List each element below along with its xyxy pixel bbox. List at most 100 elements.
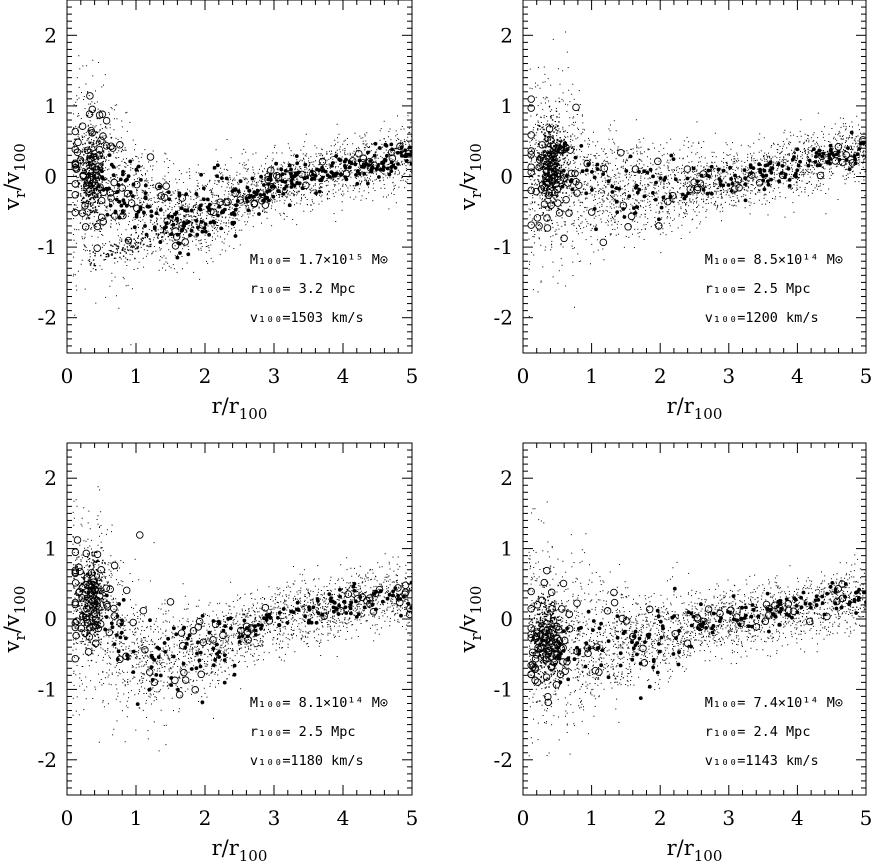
scatter-points [71,55,412,346]
galaxy-filled-point [374,590,378,594]
galaxy-open-circle [127,199,136,207]
galaxy-filled-point [271,194,276,199]
galaxy-filled-point [764,173,769,178]
galaxy-open-circle [627,212,636,221]
galaxy-filled-point [653,197,658,202]
galaxy-filled-point [186,220,191,224]
galaxy-open-circle [171,242,180,250]
central-clump [73,547,110,673]
annotation-mass: M₁₀₀= 7.4×10¹⁴ M⊙ [705,695,843,711]
galaxy-filled-point [143,224,147,228]
galaxy-open-circle [538,596,546,605]
galaxy-filled-point [817,148,822,153]
galaxy-filled-point [317,189,322,194]
galaxy-filled-point [387,172,392,177]
galaxy-open-circle [71,600,80,609]
y-tick-label: -2 [494,748,513,772]
galaxy-filled-point [114,197,119,202]
galaxy-filled-point [630,657,635,662]
x-tick-label: 3 [268,364,281,388]
galaxy-open-circle [683,639,692,647]
galaxy-open-circle [765,605,773,613]
galaxy-filled-point [385,596,390,601]
galaxy-open-circle [91,181,99,189]
galaxy-filled-point [633,185,638,190]
galaxy-filled-point [691,166,696,171]
galaxy-filled-point [242,618,247,623]
galaxy-open-circle [94,624,102,633]
galaxy-filled-point [617,187,622,191]
galaxy-filled-point [289,185,294,189]
galaxy-filled-point [645,170,650,175]
galaxy-open-circle [599,238,608,247]
galaxy-filled-point [186,636,190,641]
galaxy-open-circle [546,150,555,158]
galaxy-filled-point [654,180,658,185]
galaxy-open-circle [549,616,558,625]
galaxy-filled-point [765,163,770,167]
galaxy-open-circle [859,136,866,144]
galaxy-filled-point [344,611,349,615]
x-tick-label: 5 [860,364,871,388]
galaxy-open-circle [583,159,591,168]
galaxy-open-circle [97,136,105,145]
galaxy-filled-point [198,203,203,208]
galaxy-open-circle [553,172,562,181]
galaxy-open-circle [559,658,567,666]
galaxy-filled-point [830,581,835,585]
galaxy-open-circle [555,636,564,645]
galaxy-filled-point [111,173,116,178]
galaxy-open-circle [157,192,165,200]
galaxy-filled-point [814,603,819,608]
galaxy-filled-point [197,658,202,663]
galaxy-filled-point [121,169,125,174]
galaxy-open-circle [75,588,83,597]
galaxy-filled-point [795,168,800,173]
galaxy-filled-point [194,666,199,671]
galaxy-filled-point [189,228,194,233]
galaxy-filled-point [195,651,199,656]
galaxy-open-circle [542,673,551,681]
galaxy-open-circle [565,625,574,633]
galaxy-filled-point [635,190,640,195]
galaxy-open-circle [122,586,131,595]
galaxy-open-circle [734,176,743,184]
galaxy-open-circle [394,584,402,592]
galaxy-open-circle [274,173,283,182]
galaxy-filled-point [266,177,271,182]
scatter-points [71,486,412,752]
galaxy-open-circle [71,208,80,217]
y-tick-label: 2 [44,466,57,490]
x-axis-label: r/r100 [212,394,268,423]
galaxy-open-circle [76,567,84,576]
galaxy-filled-point [615,199,619,204]
galaxy-open-circle [102,116,111,125]
galaxy-open-circle [105,628,114,637]
x-tick-label: 0 [61,806,74,830]
galaxy-open-circle [79,172,88,180]
panel-top-right: 0 1 2 3 4 5 2 1 0 -1 -2 r/r100 vr/v100 M₁₀₀= 8.5×10¹⁴… [456,0,871,423]
galaxy-filled-point [642,194,647,199]
galaxy-filled-point [742,616,747,620]
galaxy-open-circle [320,612,328,620]
galaxy-open-circle [110,612,119,620]
galaxy-filled-point [606,179,611,184]
galaxy-open-circle [75,563,83,572]
galaxy-filled-point [212,220,217,225]
galaxy-filled-point [372,153,377,158]
galaxy-filled-point [214,642,219,647]
galaxy-filled-point [115,190,119,195]
galaxy-filled-point [706,168,711,173]
galaxy-filled-point [717,619,722,623]
galaxy-filled-point [347,165,352,170]
y-tick-label: -1 [494,677,513,701]
galaxy-filled-point [385,153,389,158]
x-tick-label: 0 [517,364,530,388]
galaxy-filled-point [265,189,270,194]
galaxy-open-circle [267,183,276,191]
galaxy-filled-point [319,177,324,182]
galaxy-open-circle [116,655,124,664]
galaxy-open-circles [527,95,866,247]
galaxy-open-circle [86,92,94,100]
galaxy-open-circle [110,212,119,220]
